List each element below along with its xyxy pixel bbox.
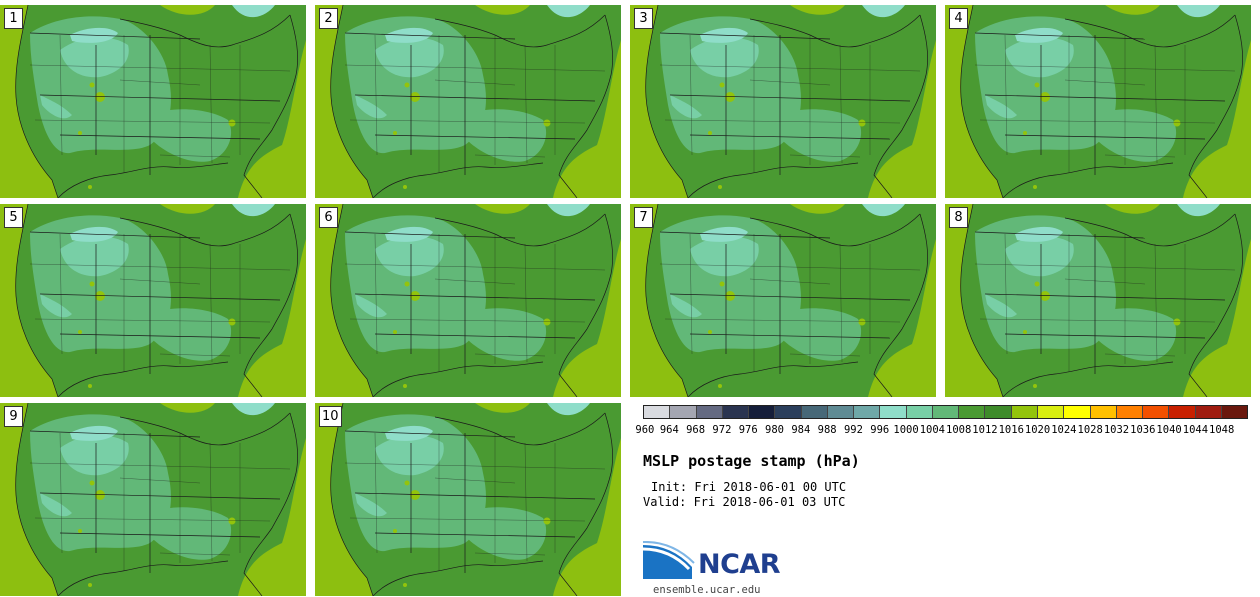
plot-title: MSLP postage stamp (hPa) — [643, 452, 860, 470]
colorbar-tick-label: 1036 — [1130, 424, 1156, 436]
mslp-map — [945, 204, 1251, 397]
colorbar-swatch — [1195, 406, 1222, 418]
colorbar-swatch — [749, 406, 776, 418]
colorbar-swatch — [880, 406, 907, 418]
panel-label: 4 — [949, 8, 968, 29]
colorbar-swatch — [670, 406, 697, 418]
colorbar-swatch — [1011, 406, 1038, 418]
logo-wordmark: NCAR — [698, 549, 781, 580]
mslp-map — [0, 5, 306, 198]
colorbar-swatch — [1169, 406, 1196, 418]
map-panel-2[interactable]: 2 — [315, 5, 621, 198]
mslp-map — [630, 204, 936, 397]
panel-label: 7 — [634, 207, 653, 228]
colorbar-swatch — [1090, 406, 1117, 418]
colorbar-swatch — [1143, 406, 1170, 418]
colorbar-tick-label: 984 — [791, 424, 811, 436]
colorbar-tick-label: 1004 — [919, 424, 945, 436]
map-panel-9[interactable]: 9 — [0, 403, 306, 596]
mslp-map — [630, 5, 936, 198]
init-time: Init: Fri 2018-06-01 00 UTC — [651, 480, 847, 494]
ncar-logo[interactable]: NCAR — [642, 541, 792, 583]
colorbar-tick-label: 976 — [738, 424, 758, 436]
panel-label: 10 — [319, 406, 342, 427]
colorbar-swatch — [906, 406, 933, 418]
panel-label: 2 — [319, 8, 338, 29]
colorbar-swatch — [1116, 406, 1144, 418]
map-panel-10[interactable]: 10 — [315, 403, 621, 596]
panel-label: 6 — [319, 207, 338, 228]
valid-time: Valid: Fri 2018-06-01 03 UTC — [643, 495, 846, 509]
colorbar-swatch — [775, 406, 802, 418]
map-panel-1[interactable]: 1 — [0, 5, 306, 198]
colorbar-swatch — [696, 406, 723, 418]
colorbar-tick-label: 1028 — [1077, 424, 1103, 436]
colorbar-tick-label: 964 — [659, 424, 679, 436]
colorbar — [643, 405, 1248, 419]
map-panel-3[interactable]: 3 — [630, 5, 936, 198]
mslp-map — [315, 204, 621, 397]
colorbar-tick-label: 1000 — [893, 424, 919, 436]
colorbar-swatch — [827, 406, 855, 418]
colorbar-swatch — [1064, 406, 1091, 418]
site-url[interactable]: ensemble.ucar.edu — [653, 584, 761, 596]
panel-label: 5 — [4, 207, 23, 228]
map-panel-7[interactable]: 7 — [630, 204, 936, 397]
colorbar-swatch — [1221, 406, 1248, 418]
mslp-map — [945, 5, 1251, 198]
map-panel-6[interactable]: 6 — [315, 204, 621, 397]
map-panel-5[interactable]: 5 — [0, 204, 306, 397]
panel-label: 3 — [634, 8, 653, 29]
colorbar-tick-label: 1016 — [998, 424, 1024, 436]
colorbar-tick-label: 1040 — [1156, 424, 1182, 436]
colorbar-tick-label: 996 — [870, 424, 890, 436]
colorbar-tick-label: 1032 — [1103, 424, 1130, 436]
colorbar-tick-label: 960 — [635, 424, 655, 436]
colorbar-tick-label: 1020 — [1024, 424, 1051, 436]
ncar-swoosh-icon — [642, 541, 695, 579]
colorbar-swatch — [932, 406, 960, 418]
colorbar-swatch — [1037, 406, 1065, 418]
mslp-map — [315, 5, 621, 198]
colorbar-swatch — [959, 406, 986, 418]
panel-label: 1 — [4, 8, 23, 29]
colorbar-tick-label: 1008 — [945, 424, 972, 436]
colorbar-swatch — [722, 406, 750, 418]
colorbar-tick-label: 1044 — [1182, 424, 1209, 436]
map-panel-4[interactable]: 4 — [945, 5, 1251, 198]
colorbar-tick-label: 980 — [765, 424, 784, 436]
colorbar-tick-label: 968 — [686, 424, 706, 436]
colorbar-tick-label: 988 — [817, 424, 837, 436]
colorbar-tick-label: 1012 — [972, 424, 998, 436]
map-panel-8[interactable]: 8 — [945, 204, 1251, 397]
colorbar-ticks: 960 964 968 972 976 980 984 988 992 996 1000 1004 10… — [635, 424, 1248, 438]
colorbar-swatch — [801, 406, 828, 418]
colorbar-tick-label: 972 — [712, 424, 732, 436]
colorbar-tick-label: 992 — [843, 424, 863, 436]
panel-label: 9 — [4, 406, 23, 427]
colorbar-tick-label: 1048 — [1209, 424, 1235, 436]
mslp-map — [0, 204, 306, 397]
panel-label: 8 — [949, 207, 968, 228]
colorbar-swatch — [644, 406, 671, 418]
mslp-map — [315, 403, 621, 596]
mslp-map — [0, 403, 306, 596]
colorbar-tick-label: 1024 — [1051, 424, 1077, 436]
colorbar-swatch — [854, 406, 881, 418]
colorbar-swatch — [985, 406, 1012, 418]
